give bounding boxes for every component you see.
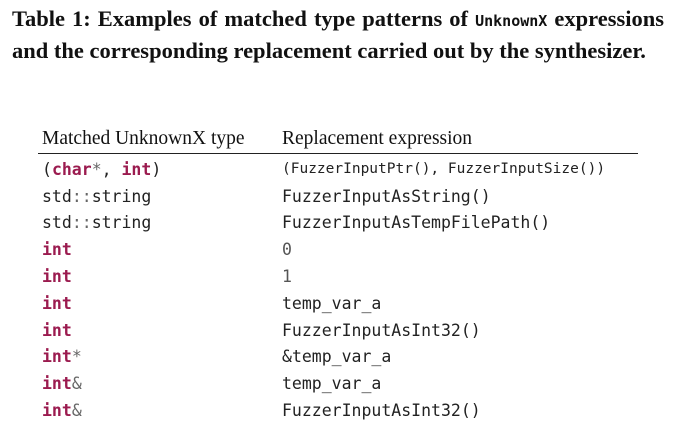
table-body: (char*, int) (FuzzerInputPtr(), FuzzerInp…	[38, 156, 638, 424]
replacement-expression-cell: temp_var_a	[282, 293, 382, 313]
table-row: int temp_var_a	[38, 290, 638, 317]
table-row: (char*, int) (FuzzerInputPtr(), FuzzerInp…	[38, 156, 638, 183]
table-row: int& FuzzerInputAsInt32()	[38, 397, 638, 424]
caption-prefix: Table 1: Examples of matched type patter…	[12, 6, 476, 31]
matched-type-cell: int*	[42, 347, 82, 367]
replacement-expression-cell: (FuzzerInputPtr(), FuzzerInputSize())	[282, 161, 606, 178]
matched-type-cell: (char*, int)	[42, 159, 162, 179]
caption-code: UnknownX	[475, 12, 548, 30]
matched-type-cell: std::string	[42, 186, 152, 206]
replacement-expression-cell: 0	[282, 240, 292, 260]
table-row: int* &temp_var_a	[38, 344, 638, 371]
replacement-expression-cell: FuzzerInputAsTempFilePath()	[282, 213, 551, 233]
matched-type-cell: int&	[42, 401, 82, 421]
header-matched-type: Matched UnknownX type	[42, 128, 245, 149]
matched-type-cell: int	[42, 320, 72, 340]
table-row: int FuzzerInputAsInt32()	[38, 317, 638, 344]
replacement-expression-cell: FuzzerInputAsString()	[282, 186, 491, 206]
header-replacement-expression: Replacement expression	[282, 128, 473, 149]
replacement-expression-cell: &temp_var_a	[282, 347, 392, 367]
table-row: std::string FuzzerInputAsTempFilePath()	[38, 210, 638, 237]
type-pattern-table: Matched UnknownX type Replacement expres…	[38, 122, 638, 424]
caption-suffix: expressions and the corresponding replac…	[12, 6, 664, 63]
table-row: int& temp_var_a	[38, 370, 638, 397]
matched-type-cell: int&	[42, 374, 82, 394]
matched-type-cell: int	[42, 293, 72, 313]
table-row: std::string FuzzerInputAsString()	[38, 183, 638, 210]
replacement-expression-cell: FuzzerInputAsInt32()	[282, 320, 481, 340]
matched-type-cell: std::string	[42, 213, 152, 233]
replacement-expression-cell: 1	[282, 267, 292, 287]
replacement-expression-cell: temp_var_a	[282, 374, 382, 394]
table-row: int 1	[38, 263, 638, 290]
matched-type-cell: int	[42, 240, 72, 260]
table-header: Matched UnknownX type Replacement expres…	[38, 122, 638, 154]
matched-type-cell: int	[42, 267, 72, 287]
table-row: int 0	[38, 236, 638, 263]
table-caption: Table 1: Examples of matched type patter…	[12, 4, 664, 65]
replacement-expression-cell: FuzzerInputAsInt32()	[282, 401, 481, 421]
